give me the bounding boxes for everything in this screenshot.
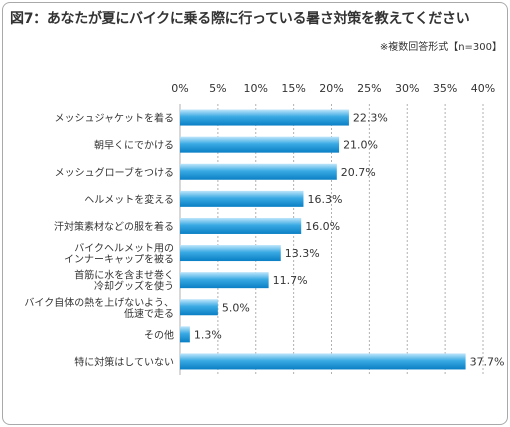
bar-value-label: 11.7% xyxy=(273,274,308,287)
sample-note: ※複数回答形式【n=300】 xyxy=(379,42,502,53)
bar xyxy=(180,245,281,262)
category-label: バイクヘルメット用の xyxy=(74,243,174,255)
category-label: 朝早くにでかける xyxy=(94,140,174,152)
bar-value-label: 20.7% xyxy=(341,166,376,179)
x-tick-label: 35% xyxy=(433,82,457,95)
bar-value-label: 37.7% xyxy=(470,355,505,368)
x-tick-label: 15% xyxy=(281,82,305,95)
bar-value-label: 5.0% xyxy=(222,301,250,314)
bar xyxy=(180,109,349,126)
category-label: インナーキャップを被る xyxy=(64,253,174,266)
category-label: バイク自体の熱を上げないよう、 xyxy=(24,296,174,309)
bar xyxy=(180,353,466,370)
category-label: 首筋に水を含ませ巻く xyxy=(74,269,174,282)
bar xyxy=(180,136,340,153)
x-tick-label: 0% xyxy=(171,82,188,95)
bar xyxy=(180,299,218,316)
x-tick-label: 40% xyxy=(471,82,495,95)
bar-value-label: 1.3% xyxy=(194,328,222,341)
x-tick-label: 30% xyxy=(395,82,419,95)
bar-value-label: 21.0% xyxy=(343,139,378,152)
category-label: 冷却グッズを使う xyxy=(94,280,174,293)
category-label: メッシュグローブをつける xyxy=(55,166,174,179)
x-tick-label: 5% xyxy=(209,82,226,95)
bar xyxy=(180,190,304,207)
chart-title: 図7：あなたが夏にバイクに乗る際に行っている暑さ対策を教えてください xyxy=(10,11,470,27)
category-label: ヘルメットを変える xyxy=(84,193,174,206)
category-label: その他 xyxy=(144,328,174,341)
bar-value-label: 16.3% xyxy=(307,193,342,206)
bar xyxy=(180,217,302,234)
x-tick-label: 20% xyxy=(319,82,343,95)
category-label: 低速で走る xyxy=(124,307,174,320)
bar-value-label: 16.0% xyxy=(305,220,340,233)
bar xyxy=(180,272,269,289)
bar-value-label: 22.3% xyxy=(353,112,388,125)
x-tick-label: 10% xyxy=(244,82,268,95)
bar xyxy=(180,163,337,180)
category-label: 汗対策素材などの服を着る xyxy=(54,220,174,233)
bar-value-label: 13.3% xyxy=(285,247,320,260)
x-tick-label: 25% xyxy=(357,82,381,95)
bar xyxy=(180,326,190,343)
category-label: メッシュジャケットを着る xyxy=(55,112,175,125)
category-label: 特に対策はしていない xyxy=(74,355,174,368)
